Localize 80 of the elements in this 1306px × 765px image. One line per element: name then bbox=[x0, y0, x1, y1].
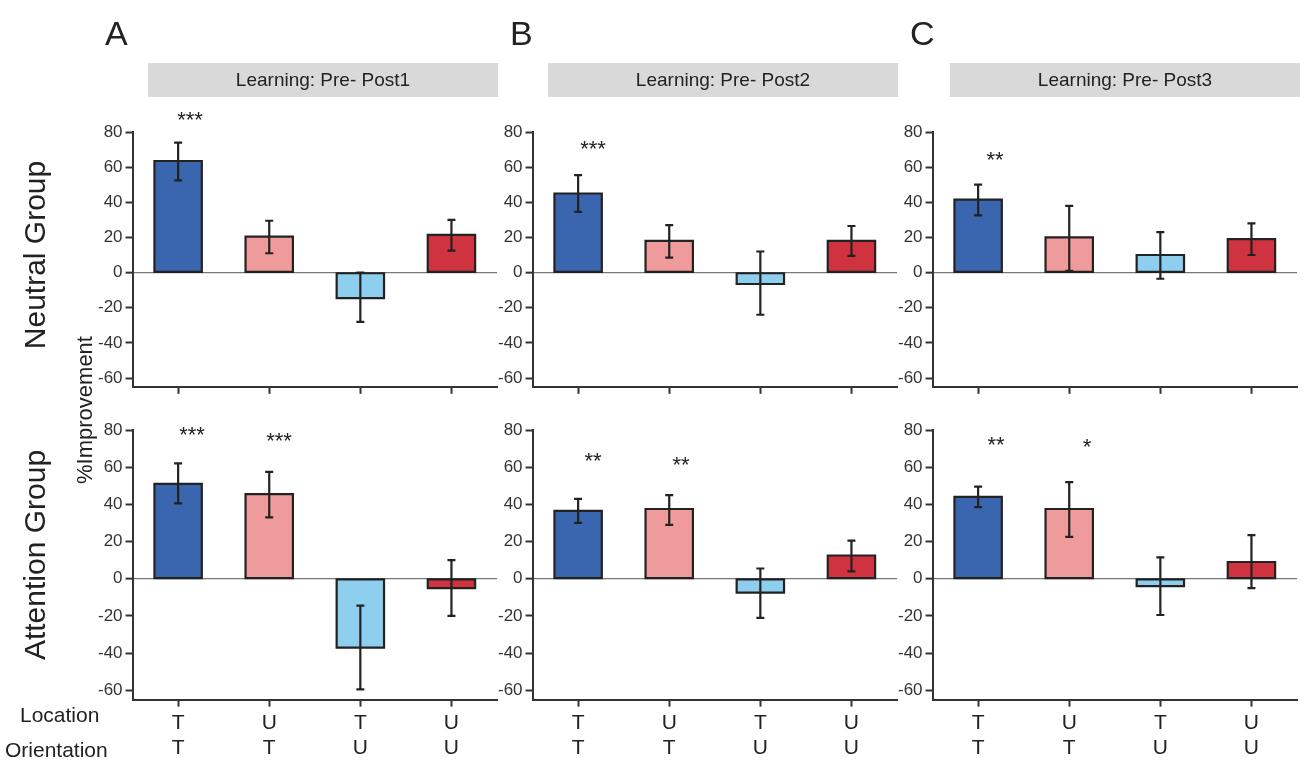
y-tick-label: 0 bbox=[113, 568, 123, 588]
x-tick-label: U T bbox=[661, 710, 677, 759]
y-tick-label: -60 bbox=[897, 367, 923, 387]
y-tick-label: -40 bbox=[897, 642, 923, 662]
y-tick-label: 0 bbox=[113, 262, 123, 282]
annotation: ** bbox=[584, 448, 602, 474]
x-tick-label: T T bbox=[171, 710, 185, 759]
y-tick-label: 0 bbox=[513, 262, 523, 282]
x-tick-label: T T bbox=[971, 710, 985, 759]
y-tick-label: 20 bbox=[503, 227, 523, 247]
x-tick-label: U T bbox=[261, 710, 277, 759]
x-tick-label: T U bbox=[352, 710, 368, 759]
y-tick-label: 20 bbox=[103, 531, 123, 551]
y-tick-label: -40 bbox=[497, 642, 523, 662]
y-tick-label: 0 bbox=[513, 568, 523, 588]
y-tick-label: 40 bbox=[903, 494, 923, 514]
y-tick-label: -20 bbox=[97, 605, 123, 625]
x-tick-label: T U bbox=[752, 710, 768, 759]
y-tick-label: -20 bbox=[497, 297, 523, 317]
text: Neutral Group bbox=[18, 160, 52, 350]
y-tick-label: 20 bbox=[503, 531, 523, 551]
y-tick-label: -40 bbox=[97, 642, 123, 662]
y-tick-label: -20 bbox=[97, 297, 123, 317]
x-tick-label: T U bbox=[1152, 710, 1168, 759]
chart-title: Learning: Pre- Post2 bbox=[548, 63, 898, 97]
y-tick-label: 20 bbox=[903, 531, 923, 551]
y-tick-label: -60 bbox=[897, 679, 923, 699]
x-tick-label: U U bbox=[1243, 710, 1260, 759]
x-tick-label: T T bbox=[571, 710, 585, 759]
y-tick-label: 60 bbox=[503, 156, 523, 176]
text: Location bbox=[20, 703, 100, 727]
y-tick-label: -40 bbox=[97, 332, 123, 352]
y-tick-label: -60 bbox=[497, 367, 523, 387]
y-tick-label: 80 bbox=[103, 121, 123, 141]
y-tick-label: -20 bbox=[897, 605, 923, 625]
x-tick-label: U T bbox=[1061, 710, 1077, 759]
y-tick-label: 60 bbox=[103, 456, 123, 476]
y-tick-label: -20 bbox=[897, 297, 923, 317]
x-tick-label: U U bbox=[843, 710, 860, 759]
chart-title: Learning: Pre- Post3 bbox=[950, 63, 1300, 97]
annotation: *** bbox=[179, 422, 205, 448]
annotation: *** bbox=[266, 428, 292, 454]
y-tick-label: 80 bbox=[903, 121, 923, 141]
y-tick-label: -40 bbox=[897, 332, 923, 352]
y-tick-label: 60 bbox=[903, 156, 923, 176]
y-tick-label: 80 bbox=[503, 121, 523, 141]
annotation: ** bbox=[672, 452, 690, 478]
y-tick-label: 0 bbox=[913, 568, 923, 588]
y-tick-label: -60 bbox=[497, 679, 523, 699]
y-tick-label: 60 bbox=[103, 156, 123, 176]
annotation: *** bbox=[580, 136, 606, 162]
y-tick-label: 40 bbox=[903, 191, 923, 211]
y-tick-label: 20 bbox=[103, 227, 123, 247]
y-tick-label: 80 bbox=[103, 419, 123, 439]
text: C bbox=[910, 14, 935, 53]
y-tick-label: -40 bbox=[497, 332, 523, 352]
annotation: ** bbox=[987, 432, 1005, 458]
chart-title: Learning: Pre- Post1 bbox=[148, 63, 498, 97]
y-tick-label: 60 bbox=[903, 456, 923, 476]
x-tick-label: U U bbox=[443, 710, 460, 759]
y-axis-title: %Improvement bbox=[72, 336, 98, 484]
y-tick-label: 60 bbox=[503, 456, 523, 476]
y-tick-label: 40 bbox=[103, 191, 123, 211]
y-tick-label: 40 bbox=[103, 494, 123, 514]
y-tick-label: -60 bbox=[97, 679, 123, 699]
y-tick-label: -60 bbox=[97, 367, 123, 387]
text: *** bbox=[177, 107, 203, 133]
text: Attention Group bbox=[18, 449, 52, 661]
y-tick-label: 80 bbox=[503, 419, 523, 439]
text: Orientation bbox=[5, 738, 108, 762]
y-tick-label: -20 bbox=[497, 605, 523, 625]
y-tick-label: 40 bbox=[503, 191, 523, 211]
annotation: ** bbox=[986, 147, 1004, 173]
annotation: * bbox=[1082, 434, 1092, 460]
text: A bbox=[105, 14, 128, 53]
y-tick-label: 40 bbox=[503, 494, 523, 514]
y-tick-label: 20 bbox=[903, 227, 923, 247]
y-tick-label: 0 bbox=[913, 262, 923, 282]
y-tick-label: 80 bbox=[903, 419, 923, 439]
text: B bbox=[510, 14, 533, 53]
